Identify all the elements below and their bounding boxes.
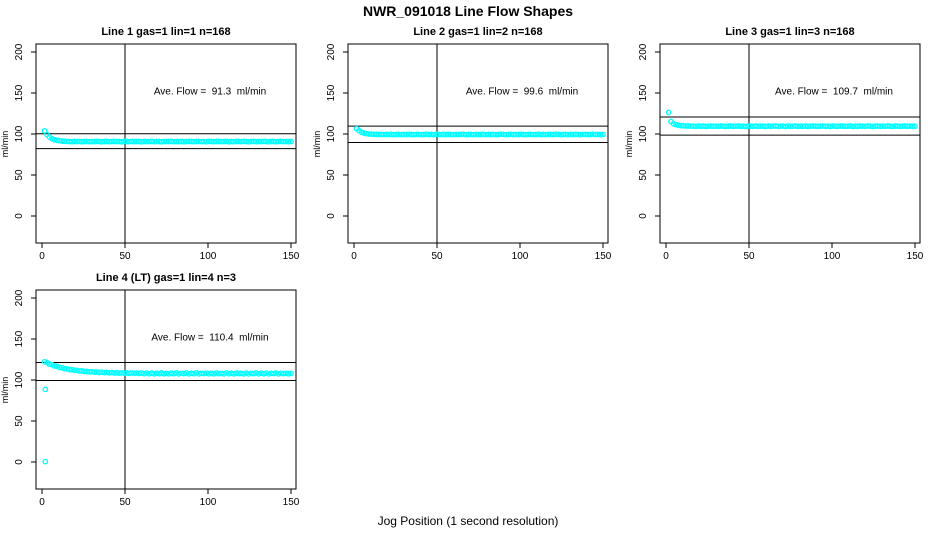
x-tick-label: 150 <box>283 497 300 508</box>
reference-lines <box>36 290 296 489</box>
subplot-line-2-title: Line 2 gas=1 lin=2 n=168 <box>413 26 543 38</box>
data-point <box>665 109 672 116</box>
subplot-line-2-plot-area: 0 50 100 150 0 50 100 150 200 ml/min <box>312 43 612 262</box>
figure-title: NWR_091018 Line Flow Shapes <box>362 3 574 19</box>
subplot-line-3-ave-flow-annotation: Ave. Flow = 109.7 ml/min <box>775 86 893 98</box>
x-tick-label: 0 <box>663 251 669 262</box>
x-axis: 0 50 100 150 <box>39 489 300 508</box>
y-tick-label: 100 <box>14 371 25 388</box>
x-axis-label: Jog Position (1 second resolution) <box>377 514 559 528</box>
y-axis-unit-label: ml/min <box>0 131 10 158</box>
y-tick-label: 50 <box>326 169 337 181</box>
data-series <box>353 125 606 138</box>
subplot-line-1-ave-flow-annotation: Ave. Flow = 91.3 ml/min <box>153 86 267 98</box>
data-point <box>909 123 916 130</box>
y-tick-label: 200 <box>638 43 649 60</box>
plot-box <box>35 43 297 244</box>
y-tick-label: 100 <box>14 125 25 142</box>
y-axis: 0 50 100 150 200 ml/min <box>0 43 36 219</box>
x-tick-label: 150 <box>907 251 924 262</box>
x-tick-label: 0 <box>39 251 45 262</box>
y-tick-label: 150 <box>638 84 649 101</box>
data-point <box>42 458 49 465</box>
data-point <box>66 366 73 373</box>
data-point <box>41 128 48 134</box>
x-tick-label: 50 <box>743 251 755 262</box>
y-tick-label: 200 <box>326 43 337 60</box>
subplot-line-4-ave-flow-annotation: Ave. Flow = 110.4 ml/min <box>151 332 269 344</box>
data-point <box>64 365 70 372</box>
data-series <box>665 109 918 130</box>
subplot-line-4-plot-area: 0 50 100 150 0 50 100 150 200 ml/min <box>0 289 300 508</box>
y-tick-label: 50 <box>14 415 25 427</box>
data-point <box>285 370 292 377</box>
y-tick-label: 0 <box>14 213 25 219</box>
data-point <box>288 370 294 377</box>
y-tick-label: 150 <box>326 84 337 101</box>
data-point <box>69 366 75 373</box>
y-tick-label: 200 <box>14 43 25 60</box>
data-point <box>288 138 294 145</box>
data-point <box>56 364 63 371</box>
y-tick-label: 0 <box>638 213 649 219</box>
subplot-line-4-title: Line 4 (LT) gas=1 lin=4 n=3 <box>95 272 237 284</box>
x-tick-label: 150 <box>283 251 300 262</box>
y-axis: 0 50 100 150 200 ml/min <box>312 43 348 219</box>
x-tick-label: 50 <box>119 251 131 262</box>
subplot-line-4: Line 4 (LT) gas=1 lin=4 n=3 0 50 100 150 0 50… <box>0 266 312 512</box>
x-tick-label: 0 <box>39 497 45 508</box>
y-axis: 0 50 100 150 200 ml/min <box>624 43 660 219</box>
reference-lines <box>660 44 920 243</box>
y-tick-label: 50 <box>638 169 649 181</box>
y-axis-unit-label: ml/min <box>0 377 10 404</box>
data-point <box>600 131 606 138</box>
data-point <box>61 365 68 372</box>
data-point <box>46 361 53 367</box>
subplot-line-1-title: Line 1 gas=1 lin=1 n=168 <box>101 26 231 38</box>
data-point <box>912 123 918 130</box>
y-axis: 0 50 100 150 200 ml/min <box>0 289 36 465</box>
x-axis: 0 50 100 150 <box>663 243 924 262</box>
x-tick-label: 100 <box>200 497 217 508</box>
x-axis: 0 50 100 150 <box>351 243 612 262</box>
subplot-line-1-plot-area: 0 50 100 150 0 50 100 150 200 ml/min <box>0 43 300 262</box>
plot-box <box>35 289 297 490</box>
x-tick-label: 100 <box>200 251 217 262</box>
reference-lines <box>348 44 608 243</box>
data-series <box>41 358 294 465</box>
data-point <box>51 363 58 369</box>
subplot-line-2-ave-flow-annotation: Ave. Flow = 99.6 ml/min <box>465 86 579 98</box>
y-tick-label: 0 <box>14 459 25 465</box>
y-tick-label: 200 <box>14 289 25 306</box>
x-tick-label: 50 <box>119 497 131 508</box>
plot-box <box>347 43 609 244</box>
y-axis-unit-label: ml/min <box>312 131 322 158</box>
data-point <box>285 138 292 145</box>
subplot-line-1: Line 1 gas=1 lin=1 n=168 0 50 100 150 0 50 100… <box>0 20 312 266</box>
subplot-line-2: Line 2 gas=1 lin=2 n=168 0 50 100 150 0 50 100… <box>312 20 624 266</box>
y-axis-unit-label: ml/min <box>624 131 634 158</box>
data-point <box>54 137 60 144</box>
data-point <box>42 386 49 393</box>
subplot-line-3: Line 3 gas=1 lin=3 n=168 0 50 100 150 0 50 100… <box>624 20 936 266</box>
y-tick-label: 0 <box>326 213 337 219</box>
subplot-line-3-title: Line 3 gas=1 lin=3 n=168 <box>725 26 855 38</box>
data-series <box>41 128 294 145</box>
subplot-line-3-plot-area: 0 50 100 150 0 50 100 150 200 ml/min <box>624 43 924 262</box>
data-point <box>597 131 604 138</box>
y-tick-label: 100 <box>326 125 337 142</box>
x-tick-label: 100 <box>512 251 529 262</box>
x-axis: 0 50 100 150 <box>39 243 300 262</box>
x-tick-label: 100 <box>824 251 841 262</box>
plot-box <box>659 43 921 244</box>
y-tick-label: 100 <box>638 125 649 142</box>
y-tick-label: 50 <box>14 169 25 181</box>
x-tick-label: 0 <box>351 251 357 262</box>
y-tick-label: 150 <box>14 330 25 347</box>
y-tick-label: 150 <box>14 84 25 101</box>
x-tick-label: 50 <box>431 251 443 262</box>
x-tick-label: 150 <box>595 251 612 262</box>
